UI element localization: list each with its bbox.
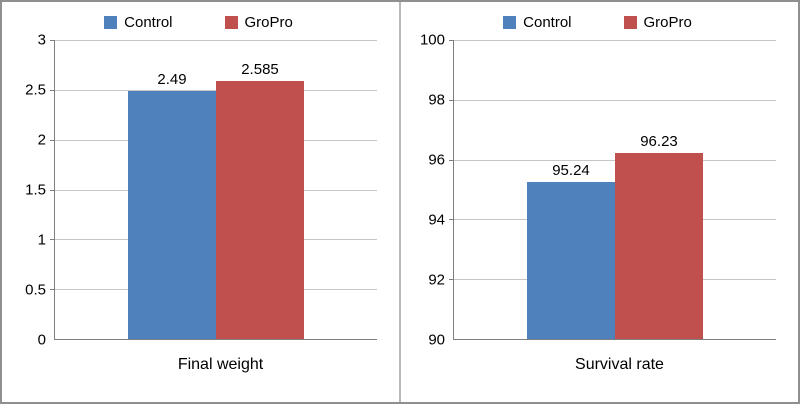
plot-area: 2.49 2.585 bbox=[50, 40, 377, 340]
legend-item-control: Control bbox=[503, 13, 572, 31]
bar-cell-control: 95.24 bbox=[527, 40, 615, 339]
legend: Control GroPro bbox=[10, 10, 387, 34]
y-tick: 2 bbox=[37, 131, 46, 149]
legend-swatch-gropro-icon bbox=[623, 15, 637, 29]
chart-survival-rate: Control GroPro 100 98 96 94 92 90 bbox=[401, 2, 798, 402]
gridline bbox=[449, 99, 776, 101]
bar-cell-control: 2.49 bbox=[128, 40, 216, 339]
x-axis-label: Final weight bbox=[177, 356, 264, 373]
legend-label-gropro: GroPro bbox=[643, 13, 692, 31]
bar-group: 95.24 96.23 bbox=[454, 40, 776, 339]
y-axis: 3 2.5 2 1.5 1 0.5 0 bbox=[10, 32, 54, 349]
y-tick: 90 bbox=[428, 331, 445, 349]
y-tick: 1 bbox=[37, 231, 46, 249]
gridline bbox=[449, 40, 776, 41]
y-tick: 3 bbox=[37, 31, 46, 49]
chart-final-weight: Control GroPro 3 2.5 2 1.5 1 0.5 0 bbox=[2, 2, 401, 402]
bar-cell-gropro: 96.23 bbox=[615, 40, 703, 339]
gridline bbox=[50, 40, 377, 41]
bar-group: 2.49 2.585 bbox=[55, 40, 377, 339]
bar-control bbox=[128, 90, 216, 339]
y-tick: 98 bbox=[428, 91, 445, 109]
legend-label-control: Control bbox=[523, 13, 572, 31]
plot-wrap: 100 98 96 94 92 90 95.24 bbox=[409, 32, 786, 349]
bar-control bbox=[527, 182, 615, 339]
bar-value-gropro: 96.23 bbox=[640, 132, 678, 150]
y-tick: 96 bbox=[428, 151, 445, 169]
x-label-row: Survival rate bbox=[409, 356, 786, 374]
x-label-row: Final weight bbox=[10, 356, 387, 374]
x-axis-label: Survival rate bbox=[575, 356, 664, 373]
y-tick: 94 bbox=[428, 211, 445, 229]
legend-swatch-control-icon bbox=[104, 15, 118, 29]
y-axis: 100 98 96 94 92 90 bbox=[409, 32, 453, 349]
bar-value-gropro: 2.585 bbox=[241, 61, 279, 79]
legend-item-gropro: GroPro bbox=[224, 13, 293, 31]
y-tick: 100 bbox=[419, 31, 445, 49]
legend-swatch-control-icon bbox=[503, 15, 517, 29]
y-tick: 1.5 bbox=[25, 181, 46, 199]
legend-label-control: Control bbox=[124, 13, 173, 31]
bar-gropro bbox=[216, 81, 304, 339]
y-tick: 0 bbox=[37, 331, 46, 349]
legend-swatch-gropro-icon bbox=[224, 15, 238, 29]
bar-gropro bbox=[615, 152, 703, 339]
legend: Control GroPro bbox=[409, 10, 786, 34]
bar-cell-gropro: 2.585 bbox=[216, 40, 304, 339]
legend-label-gropro: GroPro bbox=[244, 13, 293, 31]
bar-value-control: 2.49 bbox=[157, 70, 187, 88]
y-tick: 92 bbox=[428, 271, 445, 289]
plot-wrap: 3 2.5 2 1.5 1 0.5 0 2.49 bbox=[10, 32, 387, 349]
y-tick: 0.5 bbox=[25, 281, 46, 299]
plot-area: 95.24 96.23 bbox=[449, 40, 776, 340]
bar-value-control: 95.24 bbox=[552, 162, 590, 180]
legend-item-gropro: GroPro bbox=[623, 13, 692, 31]
y-tick: 2.5 bbox=[25, 81, 46, 99]
legend-item-control: Control bbox=[104, 13, 173, 31]
